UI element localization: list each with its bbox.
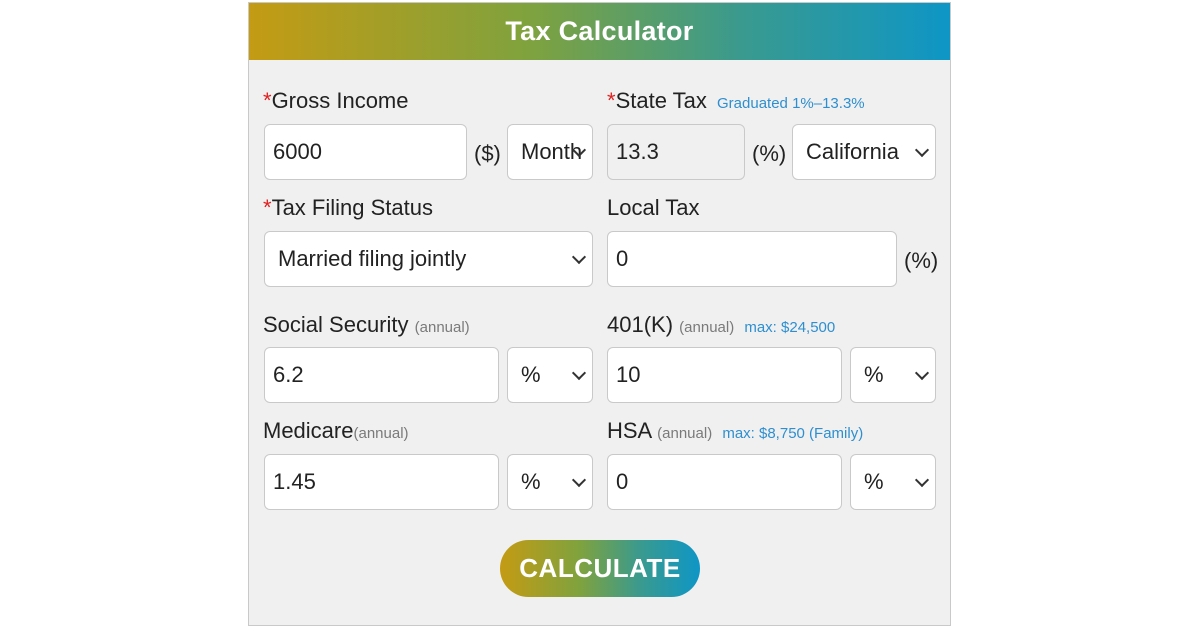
medicare-input[interactable] [264,454,499,510]
hsa-label: HSA (annual) max: $8,750 (Family) [607,418,864,443]
chevron-down-icon [571,472,587,488]
hsa-input[interactable] [607,454,842,510]
state-tax-label: *State Tax Graduated 1%–13.3% [607,88,865,113]
required-mark: * [263,195,272,220]
filing-status-label: *Tax Filing Status [263,195,433,220]
calculate-button[interactable]: CALCULATE [500,540,700,597]
chevron-down-icon [571,249,587,265]
social-security-input[interactable] [264,347,499,403]
k401-sub: (annual) [679,319,735,336]
hsa-sub: (annual) [657,425,713,442]
hsa-unit-select[interactable]: % [850,454,936,510]
local-tax-unit: (%) [904,248,939,273]
income-period-select[interactable]: Month [507,124,593,180]
k401-input[interactable] [607,347,842,403]
state-tax-hint: Graduated 1%–13.3% [717,95,865,112]
k401-label: 401(K) (annual) max: $24,500 [607,312,836,337]
gross-income-label: *Gross Income [263,88,409,113]
chevron-down-icon [914,365,930,381]
local-tax-input[interactable] [607,231,897,287]
required-mark: * [263,88,272,113]
tax-calculator-card: Tax Calculator *Gross Income *State Tax … [248,2,951,626]
chevron-down-icon [914,472,930,488]
chevron-down-icon [914,142,930,158]
state-tax-input[interactable] [607,124,745,180]
state-tax-unit: (%) [752,141,787,166]
calculator-title: Tax Calculator [249,3,950,60]
chevron-down-icon [571,365,587,381]
k401-unit-select[interactable]: % [850,347,936,403]
gross-income-unit: ($) [474,141,501,166]
k401-hint: max: $24,500 [744,319,836,336]
medicare-unit-select[interactable]: % [507,454,593,510]
state-select[interactable]: California [792,124,936,180]
medicare-label: Medicare(annual) [263,418,409,443]
social-security-unit-select[interactable]: % [507,347,593,403]
hsa-hint: max: $8,750 (Family) [722,425,864,442]
filing-status-select[interactable]: Married filing jointly [264,231,593,287]
social-security-sub: (annual) [414,319,470,336]
medicare-sub: (annual) [353,425,409,442]
required-mark: * [607,88,616,113]
gross-income-input[interactable] [264,124,467,180]
local-tax-label: Local Tax [607,195,700,220]
social-security-label: Social Security (annual) [263,312,470,337]
